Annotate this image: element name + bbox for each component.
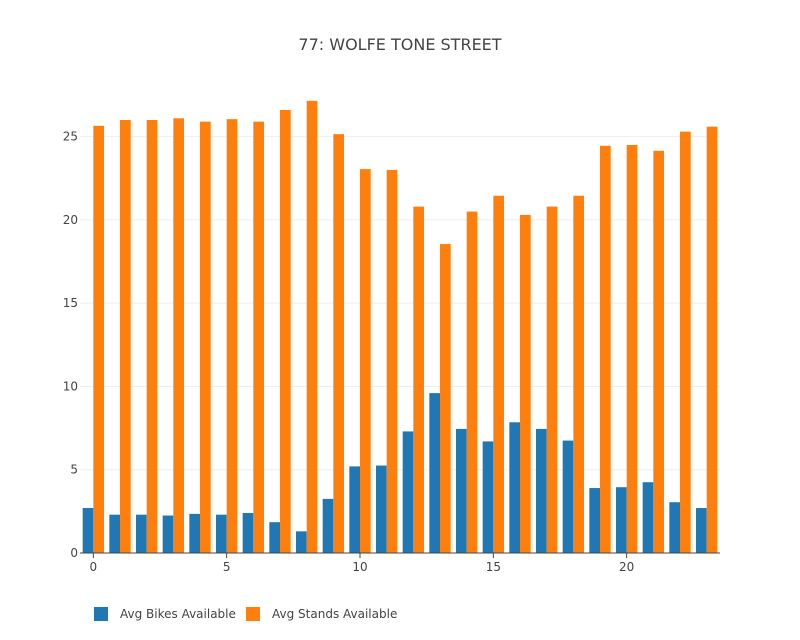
bar-series-0-x-11[interactable]: [376, 465, 387, 553]
bar-series-1-x-22[interactable]: [680, 131, 691, 553]
legend-item-1[interactable]: Avg Stands Available: [246, 607, 397, 621]
bar-series-1-x-10[interactable]: [360, 169, 371, 553]
y-tick-label-5: 5: [70, 463, 78, 477]
bar-series-1-x-21[interactable]: [653, 150, 664, 554]
bar-series-0-x-19[interactable]: [589, 488, 600, 553]
legend-label-1: Avg Stands Available: [272, 607, 397, 621]
bar-series-1-x-6[interactable]: [253, 121, 264, 554]
bar-series-1-x-18[interactable]: [573, 195, 584, 553]
x-tick-label-5: 5: [223, 560, 231, 574]
bar-series-1-x-17[interactable]: [546, 206, 558, 553]
x-axis-ticks: 0 5 10 15 20: [90, 553, 634, 574]
y-tick-label-20: 20: [63, 213, 78, 227]
bar-series-0-x-1[interactable]: [109, 514, 120, 553]
bar-series-1-x-15[interactable]: [493, 195, 504, 553]
y-tick-label-0: 0: [70, 546, 78, 560]
legend-item-0[interactable]: Avg Bikes Available: [94, 607, 236, 621]
x-tick-label-15: 15: [486, 560, 501, 574]
bar-series-0-x-8[interactable]: [296, 531, 307, 553]
legend[interactable]: Avg Bikes Available Avg Stands Available: [94, 607, 397, 621]
bar-series-1-x-2[interactable]: [146, 119, 158, 554]
bar-series-0-x-0[interactable]: [82, 508, 94, 553]
y-tick-label-10: 10: [63, 379, 78, 393]
bar-series-0-x-4[interactable]: [189, 513, 200, 553]
bar-series-1-x-4[interactable]: [200, 121, 211, 554]
bar-series-1-x-16[interactable]: [520, 214, 531, 554]
bar-series-1-x-19[interactable]: [600, 145, 611, 554]
bar-series-1-x-8[interactable]: [306, 100, 318, 553]
bar-series-1-x-1[interactable]: [120, 119, 131, 554]
bar-series-0-x-5[interactable]: [216, 514, 227, 553]
bar-series-0-x-9[interactable]: [322, 498, 334, 553]
chart-title: 77: WOLFE TONE STREET: [298, 35, 501, 54]
legend-swatch-1: [246, 607, 260, 621]
legend-swatch-0: [94, 607, 108, 621]
bar-series-1-x-20[interactable]: [626, 144, 638, 553]
bar-series-0-x-7[interactable]: [269, 522, 280, 553]
bar-series-0-x-18[interactable]: [562, 440, 574, 553]
bar-series-0-x-21[interactable]: [642, 482, 654, 553]
bar-series-0-x-12[interactable]: [402, 431, 414, 553]
y-tick-label-15: 15: [63, 296, 78, 310]
legend-label-0: Avg Bikes Available: [120, 607, 236, 621]
bar-series-1-x-7[interactable]: [280, 109, 291, 554]
bar-series-0-x-14[interactable]: [456, 428, 467, 553]
bar-series-1-x-12[interactable]: [413, 206, 424, 553]
bar-series-1-x-3[interactable]: [173, 118, 184, 553]
x-tick-label-0: 0: [90, 560, 98, 574]
x-tick-label-20: 20: [619, 560, 634, 574]
bars: [82, 100, 718, 554]
bar-series-0-x-2[interactable]: [136, 514, 147, 553]
bar-series-1-x-23[interactable]: [706, 126, 718, 554]
bar-series-0-x-23[interactable]: [696, 508, 707, 553]
bar-series-1-x-0[interactable]: [93, 125, 104, 553]
y-axis-ticks: 0 5 10 15 20 25: [63, 130, 78, 560]
bar-series-0-x-6[interactable]: [242, 513, 254, 553]
grid-lines: [80, 136, 720, 471]
bar-series-1-x-11[interactable]: [386, 169, 398, 553]
y-tick-label-25: 25: [63, 130, 78, 144]
bar-series-0-x-17[interactable]: [536, 428, 547, 553]
x-tick-label-10: 10: [352, 560, 367, 574]
bar-series-0-x-22[interactable]: [669, 502, 680, 553]
bar-series-1-x-14[interactable]: [466, 211, 478, 553]
bar-series-0-x-10[interactable]: [349, 466, 360, 553]
bar-series-0-x-15[interactable]: [482, 441, 494, 553]
bar-series-1-x-13[interactable]: [440, 244, 451, 553]
bar-series-0-x-16[interactable]: [509, 422, 520, 553]
bar-series-0-x-20[interactable]: [616, 487, 627, 553]
bar-series-1-x-9[interactable]: [333, 134, 344, 553]
bar-series-1-x-5[interactable]: [226, 119, 238, 554]
bar-series-0-x-13[interactable]: [429, 393, 440, 553]
bar-series-0-x-3[interactable]: [162, 515, 174, 553]
